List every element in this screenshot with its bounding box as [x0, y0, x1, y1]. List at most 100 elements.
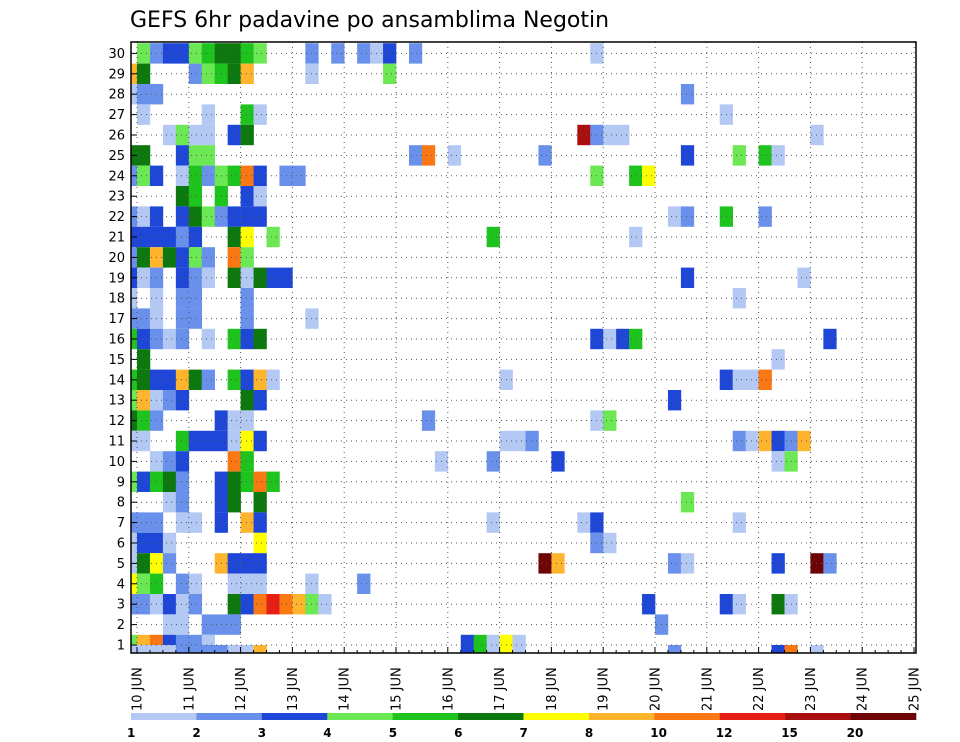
heatmap-cell: [629, 328, 643, 350]
color-legend: 1 2 3 4 5 6 7 8 10 12 15 20: [127, 713, 917, 740]
heatmap-cell: [137, 206, 151, 227]
heatmap-cell: [240, 267, 254, 288]
y-tick-label: 8: [117, 496, 125, 511]
y-tick-label: 21: [108, 231, 125, 246]
heatmap-cell: [512, 634, 526, 653]
heatmap-cell: [137, 247, 151, 268]
heatmap-cell: [732, 145, 746, 166]
x-axis: 10 JUN 11 JUN 12 JUN 13 JUN 14 JUN 15 JUN 16 J…: [131, 647, 923, 711]
y-tick-label: 26: [108, 129, 125, 144]
y-tick-label: 16: [108, 333, 125, 348]
heatmap-cell: [447, 145, 462, 166]
heatmap-cell: [175, 614, 190, 635]
heatmap-cell: [201, 165, 215, 186]
y-tick-label: 28: [108, 88, 125, 103]
heatmap-cell: [175, 492, 190, 513]
y-tick-label: 30: [108, 47, 125, 62]
heatmap-cell: [188, 43, 203, 64]
heatmap-cell: [175, 594, 190, 615]
heatmap-cell: [162, 492, 177, 513]
heatmap-cell: [603, 532, 617, 554]
heatmap-cell: [188, 206, 203, 227]
heatmap-cell: [175, 308, 190, 329]
heatmap-cell: [771, 645, 785, 653]
heatmap-cell: [680, 553, 695, 574]
heatmap-cell: [538, 553, 552, 574]
y-tick-label: 10: [108, 455, 125, 470]
heatmap-cell: [188, 226, 203, 248]
heatmap-cell: [577, 124, 591, 146]
heatmap-cell: [758, 206, 772, 227]
legend-swatch: [785, 713, 851, 720]
heatmap-cell: [175, 430, 190, 452]
heatmap-cell: [240, 594, 254, 615]
heatmap-cell: [175, 267, 190, 288]
heatmap-cell: [201, 104, 215, 125]
heatmap-cell: [137, 645, 151, 653]
heatmap-cell: [227, 573, 241, 594]
heatmap-cell: [175, 206, 190, 227]
heatmap-cell: [162, 369, 177, 390]
heatmap-cell: [538, 145, 552, 166]
x-tick-label: 12 JUN: [234, 667, 249, 711]
heatmap-cell: [175, 645, 190, 653]
y-tick-label: 22: [108, 210, 125, 225]
heatmap-cell: [253, 492, 267, 513]
x-tick-label: 23 JUN: [804, 667, 819, 711]
heatmap-cell: [240, 124, 254, 146]
heatmap-cell: [188, 145, 203, 166]
heatmap-cell: [240, 645, 254, 653]
heatmap-cell: [137, 369, 151, 390]
legend-swatch: [654, 713, 721, 720]
heatmap-cell: [188, 247, 203, 268]
heatmap-cell: [680, 267, 695, 288]
heatmap-cell: [188, 288, 203, 309]
y-tick-label: 7: [117, 516, 125, 531]
heatmap-cell: [188, 186, 203, 207]
heatmap-cell: [253, 328, 267, 350]
heatmap-cell: [616, 328, 630, 350]
heatmap-cell: [810, 645, 824, 653]
heatmap-cell: [227, 369, 241, 390]
heatmap-cell: [175, 512, 190, 533]
heatmap-cell: [240, 63, 254, 84]
heatmap-cell: [175, 43, 190, 64]
heatmap-cell: [253, 430, 267, 452]
heatmap-cell: [227, 165, 241, 186]
legend-label: 4: [323, 726, 331, 740]
heatmap-cell: [680, 206, 695, 227]
heatmap-cell: [253, 512, 267, 533]
legend-label: 6: [454, 726, 462, 740]
heatmap-cell: [357, 573, 371, 594]
heatmap-cell: [253, 104, 267, 125]
y-tick-label: 27: [108, 108, 125, 123]
heatmap-cell: [227, 614, 241, 635]
heatmap-cell: [525, 430, 539, 452]
heatmap-cell: [810, 553, 824, 574]
heatmap-cell: [175, 247, 190, 268]
heatmap-cell: [266, 226, 280, 248]
heatmap-cell: [292, 594, 306, 615]
heatmap-cell: [642, 165, 656, 186]
heatmap-cell: [253, 165, 267, 186]
y-tick-label: 15: [108, 353, 125, 368]
x-tick-label: 22 JUN: [752, 667, 767, 711]
heatmap-cell: [162, 451, 177, 472]
legend-swatch: [327, 713, 393, 720]
x-tick-label: 14 JUN: [338, 667, 353, 711]
x-tick-label: 19 JUN: [597, 667, 612, 711]
legend-label: 8: [585, 726, 593, 740]
heatmap-cell: [227, 645, 241, 653]
heatmap-cell: [188, 369, 203, 390]
heatmap-cell: [175, 165, 190, 186]
heatmap-cell: [201, 145, 215, 166]
heatmap-cell: [667, 645, 682, 653]
heatmap-cell: [188, 267, 203, 288]
heatmap-cell: [797, 267, 811, 288]
legend-swatch: [392, 713, 459, 720]
y-tick-label: 23: [108, 190, 125, 205]
heatmap-cell: [266, 471, 280, 492]
heatmap-cell: [137, 43, 151, 64]
heatmap-cell: [240, 104, 254, 125]
